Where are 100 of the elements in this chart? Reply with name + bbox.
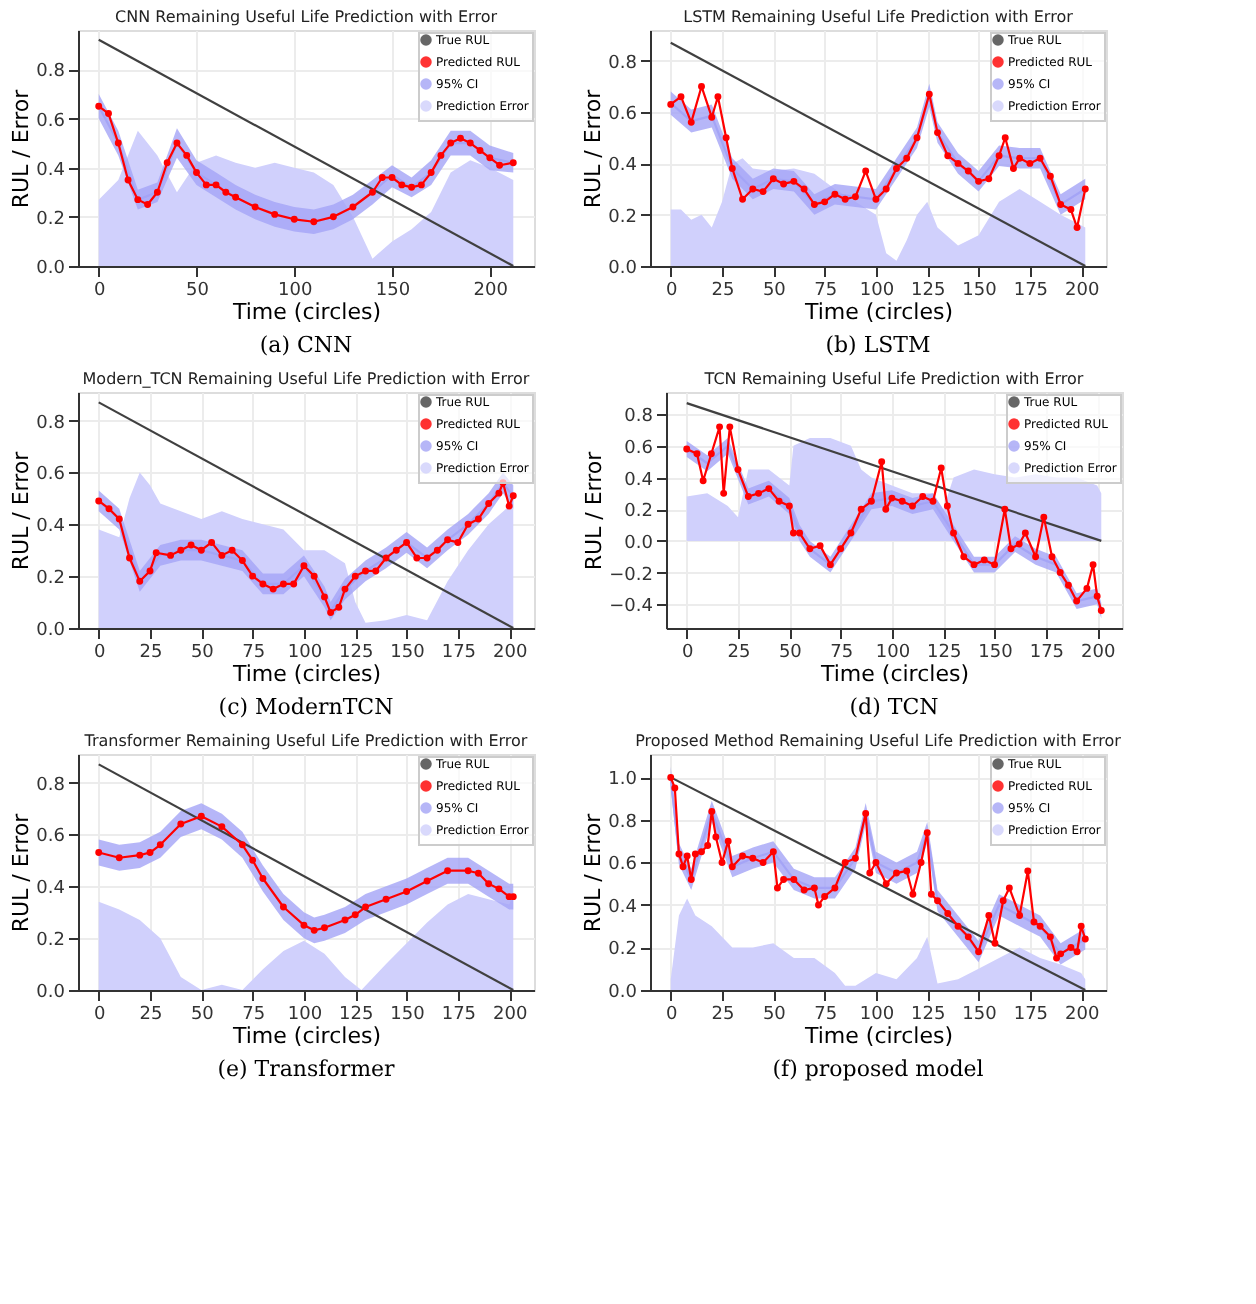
- y-axis-title: RUL / Error: [580, 812, 607, 933]
- x-tick-label: 100: [278, 281, 313, 301]
- x-tick-label: 150: [978, 643, 1014, 663]
- x-axis-title: Time (circles): [819, 661, 969, 687]
- x-tick-label: 25: [727, 643, 751, 663]
- chart-title: CNN Remaining Useful Life Prediction with Error: [115, 8, 499, 26]
- y-tick-label: 0.8: [624, 407, 654, 428]
- x-tick-label: 200: [492, 1005, 528, 1025]
- y-axis-title: RUL / Error: [8, 88, 35, 209]
- y-tick-label: 0.2: [36, 209, 65, 230]
- x-tick-label: 0: [665, 1005, 678, 1025]
- x-tick-label: 100: [859, 1005, 895, 1025]
- y-tick-label: −0.4: [609, 597, 654, 618]
- x-tick-label: 50: [778, 643, 803, 663]
- x-tick-label: 175: [441, 1005, 477, 1025]
- x-tick-label: 75: [242, 1005, 266, 1025]
- x-axis-title: Time (circles): [803, 299, 953, 325]
- x-tick-label: 75: [242, 643, 266, 663]
- y-tick-label: 0.8: [36, 413, 66, 434]
- y-tick-label: 0.8: [36, 62, 66, 83]
- x-tick-label: 50: [186, 281, 210, 301]
- x-tick-label: 150: [390, 1005, 426, 1025]
- text: (f) proposed model: [772, 1056, 985, 1082]
- x-tick-label: 100: [287, 643, 323, 663]
- x-tick-label: 25: [711, 1005, 735, 1025]
- x-tick-label: 50: [190, 1005, 215, 1025]
- text: (c) ModernTCN: [218, 694, 395, 720]
- y-tick-label: 0.4: [36, 517, 66, 538]
- chart-title: TCN Remaining Useful Life Prediction with Error: [702, 370, 1085, 388]
- y-tick-label: 0.0: [624, 533, 654, 554]
- y-tick-label: 0.0: [36, 621, 66, 641]
- text: (b) LSTM: [825, 332, 931, 358]
- x-tick-label: 175: [1029, 643, 1065, 663]
- y-axis-title: RUL / Error: [580, 88, 607, 209]
- x-tick-label: 200: [1080, 643, 1116, 663]
- x-tick-label: 50: [190, 643, 215, 663]
- y-tick-label: 0.0: [36, 983, 66, 1003]
- chart-title: LSTM Remaining Useful Life Prediction with Error: [683, 8, 1075, 26]
- y-tick-label: 0.0: [608, 259, 638, 279]
- x-tick-label: 100: [875, 643, 911, 663]
- y-tick-label: 0.0: [36, 259, 66, 279]
- y-tick-label: 0.6: [608, 855, 638, 876]
- x-tick-label: 25: [711, 281, 735, 301]
- x-tick-label: 125: [339, 1005, 374, 1025]
- y-tick-label: 0.4: [36, 879, 66, 900]
- x-tick-label: 75: [814, 281, 838, 301]
- y-tick-label: 0.8: [36, 775, 66, 796]
- y-tick-label: 0.2: [624, 502, 653, 523]
- x-tick-label: 100: [287, 1005, 323, 1025]
- x-axis-title: Time (circles): [231, 661, 381, 687]
- x-tick-label: 100: [859, 281, 895, 301]
- y-tick-label: 0.6: [608, 105, 638, 126]
- y-axis-title: RUL / Error: [8, 450, 35, 571]
- y-tick-label: 0.8: [608, 812, 638, 833]
- x-tick-label: 25: [139, 1005, 163, 1025]
- x-tick-label: 125: [339, 643, 374, 663]
- y-tick-label: 0.4: [608, 156, 638, 177]
- x-tick-label: 200: [473, 281, 509, 301]
- y-tick-label: 0.6: [36, 111, 66, 132]
- x-tick-label: 50: [762, 1005, 787, 1025]
- x-axis-title: Time (circles): [231, 1023, 381, 1049]
- x-tick-label: 175: [1013, 1005, 1049, 1025]
- x-tick-label: 125: [911, 1005, 946, 1025]
- chart-title: Proposed Method Remaining Useful Life Prediction with Error: [635, 732, 1123, 750]
- x-tick-label: 75: [814, 1005, 838, 1025]
- x-axis-title: Time (circles): [803, 1023, 953, 1049]
- x-tick-label: 125: [927, 643, 962, 663]
- y-tick-label: 0.2: [608, 940, 637, 961]
- x-tick-label: 75: [830, 643, 854, 663]
- y-axis-title: RUL / Error: [8, 812, 35, 933]
- x-tick-label: 175: [1013, 281, 1049, 301]
- x-tick-label: 150: [962, 1005, 998, 1025]
- y-tick-label: 0.0: [608, 983, 638, 1003]
- y-tick-label: 0.8: [608, 53, 638, 74]
- y-tick-label: 0.2: [36, 931, 65, 952]
- y-tick-label: 0.6: [624, 438, 654, 459]
- x-tick-label: 0: [93, 643, 106, 663]
- y-tick-label: 0.4: [36, 160, 66, 181]
- y-tick-label: 1.0: [608, 770, 638, 791]
- x-tick-label: 175: [441, 643, 477, 663]
- text: (d) TCN: [849, 694, 940, 720]
- x-tick-label: 0: [93, 281, 106, 301]
- x-tick-label: 0: [665, 281, 678, 301]
- x-axis-title: Time (circles): [231, 299, 381, 325]
- y-tick-label: 0.4: [608, 897, 638, 918]
- x-tick-label: 150: [375, 281, 411, 301]
- y-axis-title: RUL / Error: [581, 450, 608, 571]
- y-tick-label: −0.2: [609, 565, 653, 586]
- chart-title: Transformer Remaining Useful Life Prediction with Error: [82, 732, 529, 750]
- x-tick-label: 200: [1064, 281, 1100, 301]
- x-tick-label: 0: [93, 1005, 106, 1025]
- x-tick-label: 150: [390, 643, 426, 663]
- text: (a) CNN: [259, 332, 354, 358]
- y-tick-label: 0.2: [36, 569, 65, 590]
- x-tick-label: 25: [139, 643, 163, 663]
- chart-title: Modern_TCN Remaining Useful Life Prediction with Error: [82, 370, 531, 388]
- text: (e) Transformer: [217, 1056, 397, 1082]
- y-tick-label: 0.4: [624, 470, 654, 491]
- x-tick-label: 200: [492, 643, 528, 663]
- y-tick-label: 0.2: [608, 207, 637, 228]
